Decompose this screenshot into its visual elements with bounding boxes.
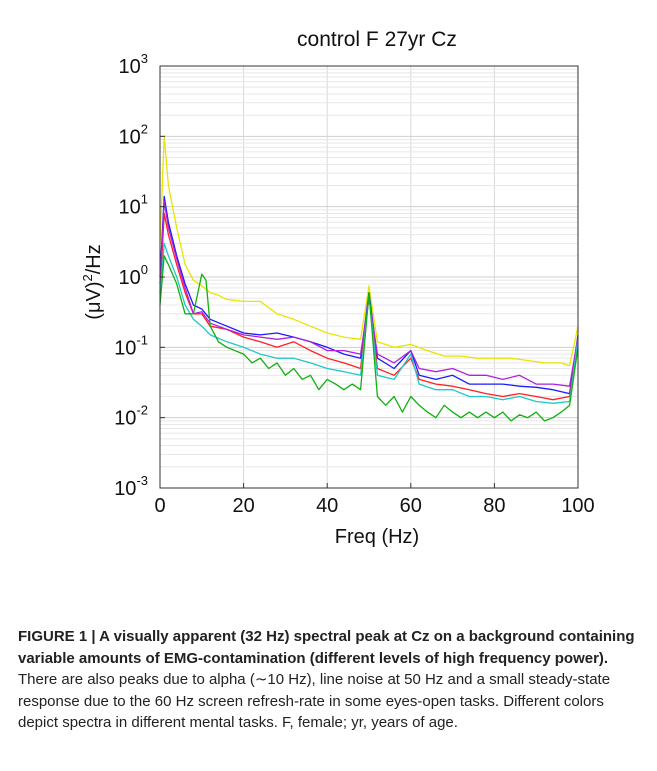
series-line-1 (159, 135, 579, 367)
series-line-5 (159, 242, 579, 404)
x-tick-label: 0 (154, 495, 165, 517)
x-tick-label: 40 (316, 495, 338, 517)
y-tick-label: 103 (119, 51, 148, 78)
caption-lead: FIGURE 1 | A visually apparent (32 Hz) s… (18, 628, 635, 667)
y-tick-label: 10-1 (114, 332, 148, 359)
series-line-4 (159, 200, 579, 387)
series-line-3 (159, 212, 579, 401)
y-tick-label: 10-2 (114, 403, 148, 430)
figure-caption: FIGURE 1 | A visually apparent (32 Hz) s… (18, 626, 636, 734)
chart-title: control F 27yr Cz (297, 28, 457, 51)
axis-ticks: 0 20 40 60 80 100 10-3 10-2 10-1 100 101 102 103 (114, 51, 595, 517)
x-tick-label: 60 (400, 495, 422, 517)
y-tick-label: 10-3 (114, 473, 148, 500)
grid (159, 66, 579, 489)
series-line-6 (159, 255, 579, 422)
y-tick-label: 101 (119, 192, 148, 219)
spectrum-chart: 0 20 40 60 80 100 10-3 10-2 10-1 100 101 102 103 con… (80, 28, 595, 548)
caption-body: There are also peaks due to alpha (∼10 H… (18, 671, 611, 731)
y-label-tail: /Hz (83, 244, 105, 274)
y-tick-label: 102 (119, 121, 148, 148)
series-group (159, 135, 579, 422)
y-axis-label: (μV)2/Hz (80, 244, 105, 319)
x-tick-label: 80 (483, 495, 505, 517)
x-tick-label: 20 (232, 495, 254, 517)
y-tick-label: 100 (119, 262, 148, 289)
y-label-sup: 2 (80, 274, 95, 281)
y-label-base: (μV) (83, 282, 105, 320)
x-tick-label: 100 (561, 495, 594, 517)
x-axis-label: Freq (Hz) (335, 526, 419, 548)
